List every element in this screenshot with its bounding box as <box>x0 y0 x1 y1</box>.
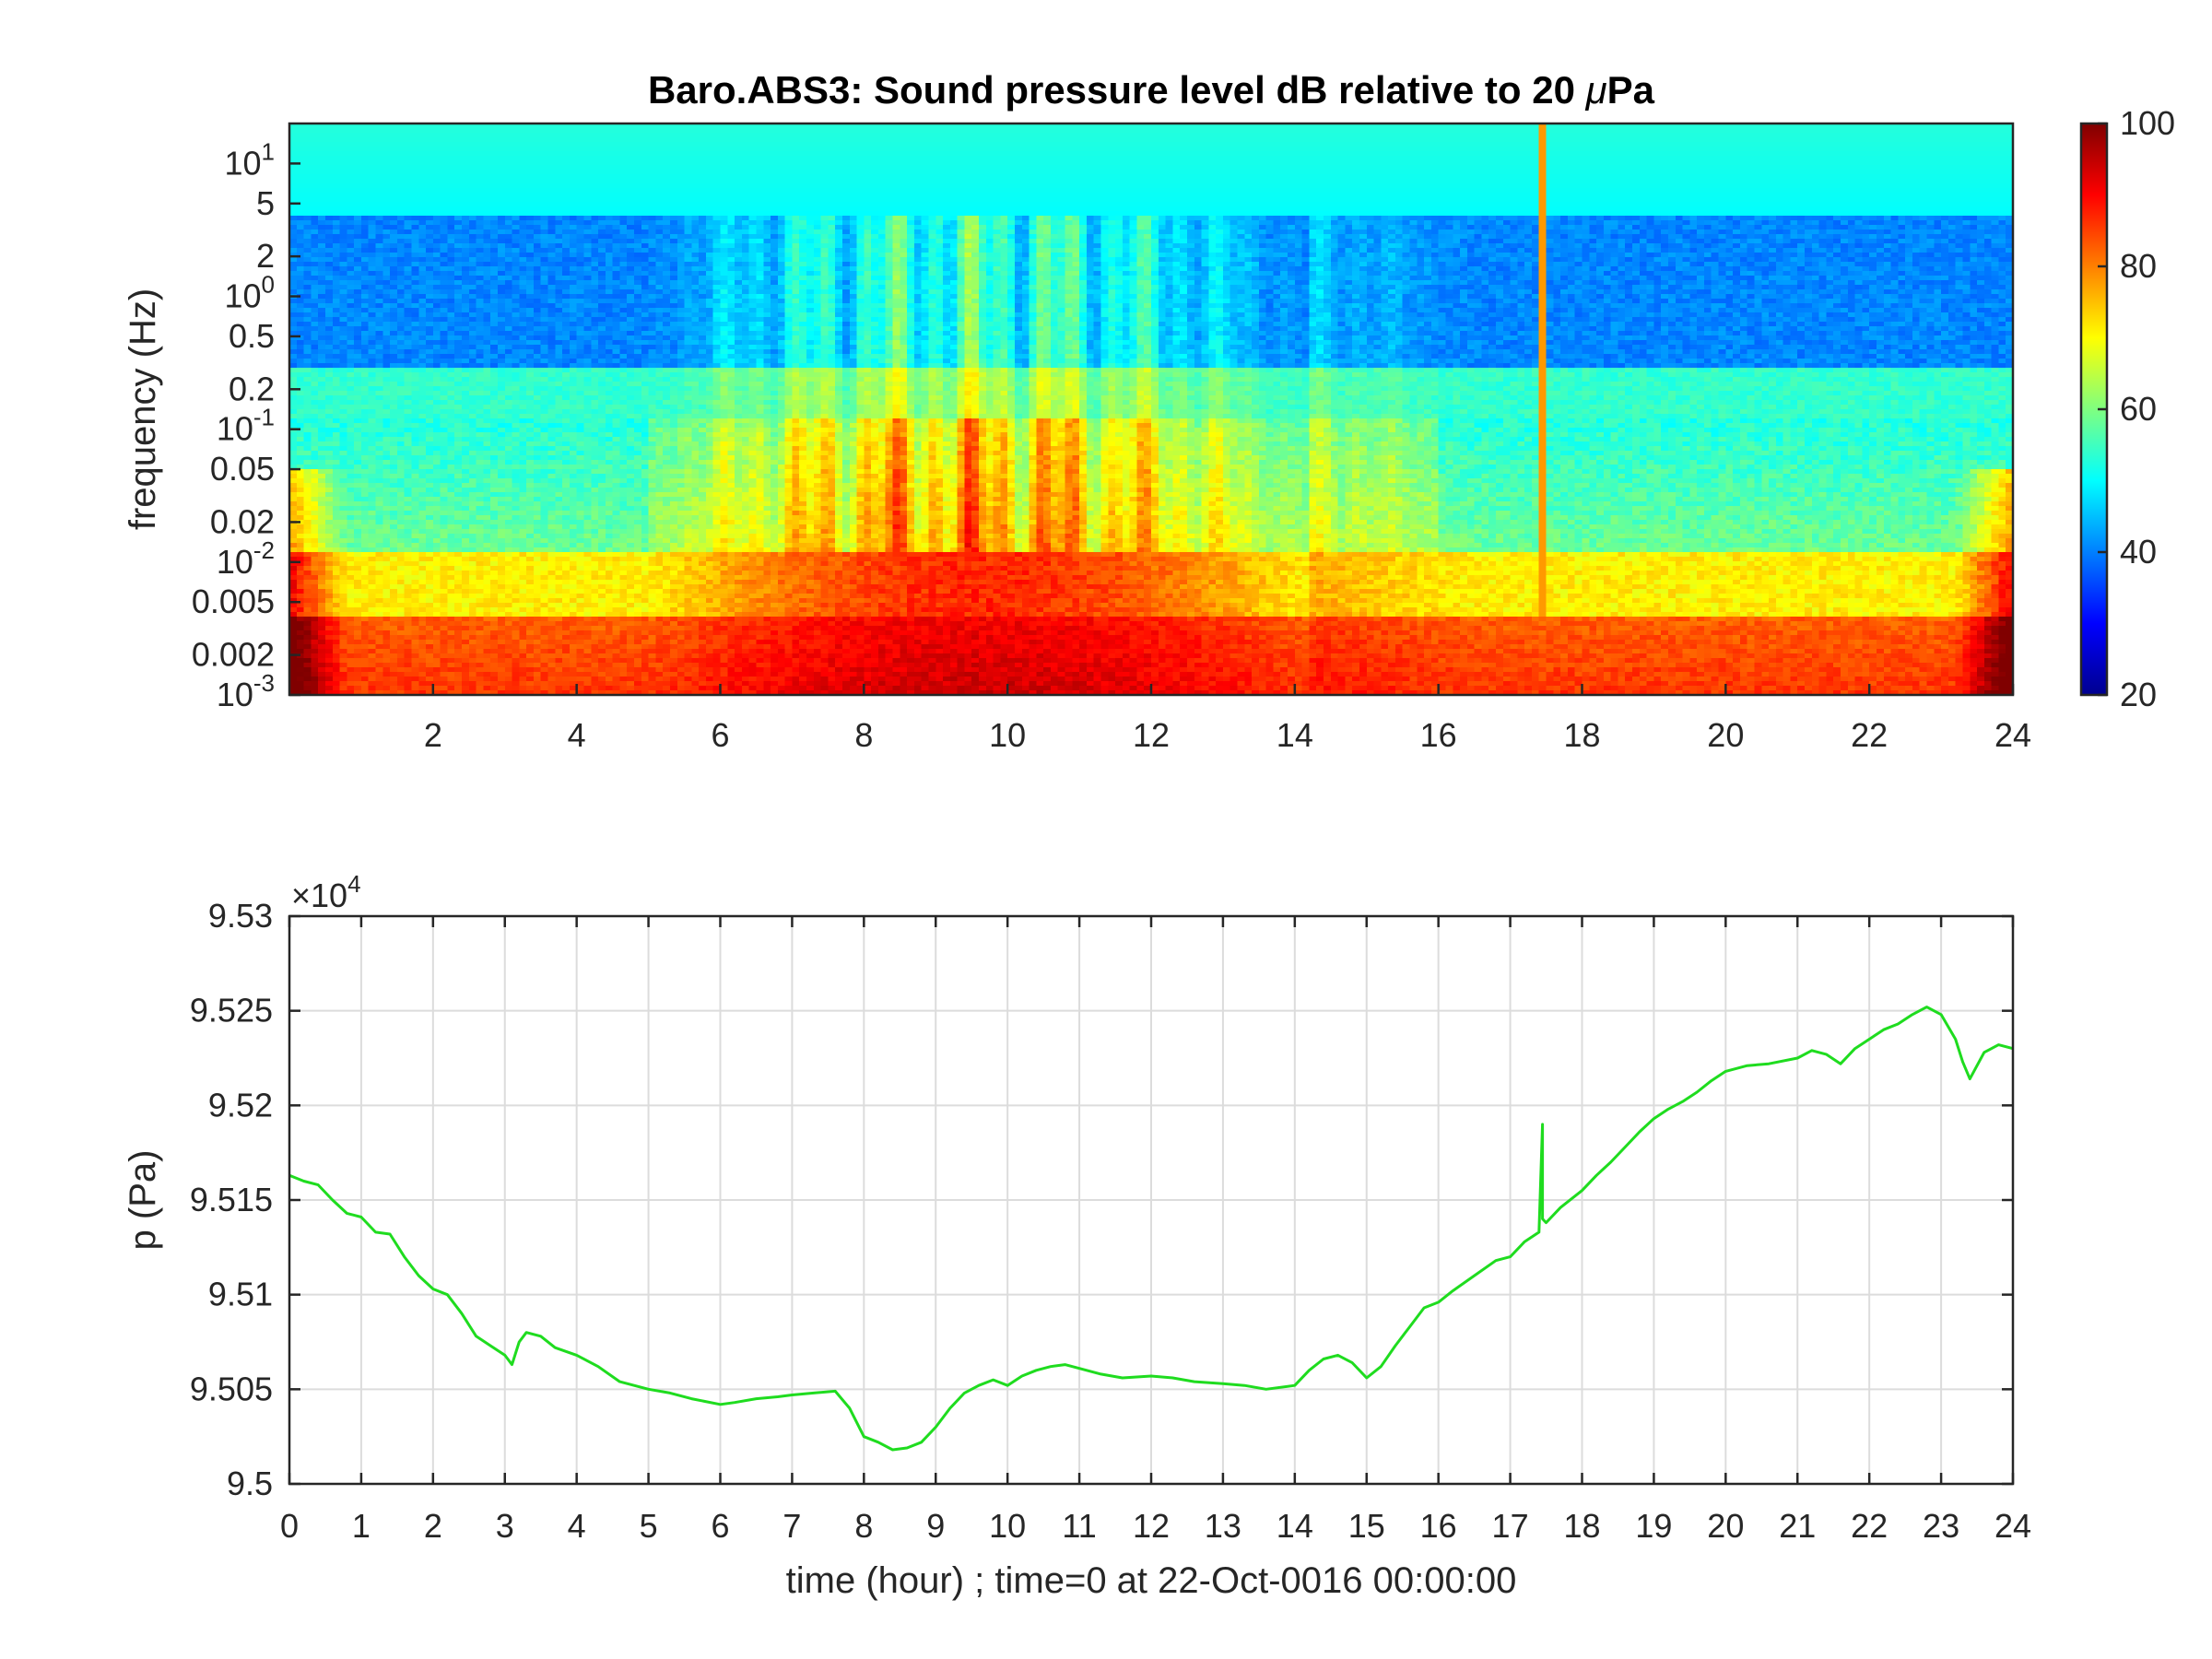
pressure-x-tick-label: 20 <box>1707 1507 1744 1545</box>
pressure-x-tick-label: 5 <box>640 1507 658 1545</box>
spectrogram-x-tick-label: 24 <box>1994 716 2031 754</box>
spectrogram-y-tick-label: 101 <box>224 137 275 182</box>
spectrogram-title-suffix: Pa <box>1607 68 1655 112</box>
pressure-x-tick-label: 10 <box>989 1507 1026 1545</box>
pressure-y-tick-label: 9.505 <box>190 1370 273 1407</box>
spectrogram-x-tick-label: 6 <box>711 716 729 754</box>
colorbar-tick-label: 20 <box>2120 676 2157 713</box>
pressure-x-tick-label: 23 <box>1923 1507 1959 1545</box>
tick-exponent: 0 <box>262 271 275 299</box>
pressure-y-tick-label: 9.53 <box>208 897 273 935</box>
tick-base: 10 <box>224 277 261 315</box>
pressure-x-tick-label: 12 <box>1133 1507 1170 1545</box>
pressure-x-tick-label: 21 <box>1779 1507 1816 1545</box>
spectrogram-x-tick-label: 14 <box>1277 716 1313 754</box>
spectrogram-y-tick-label: 10-1 <box>217 404 275 448</box>
pressure-x-tick-label: 2 <box>424 1507 442 1545</box>
pressure-y-tick-label: 9.525 <box>190 992 273 1030</box>
pressure-y-tick-label: 9.515 <box>190 1181 273 1218</box>
spectrogram-title-prefix: Baro.ABS3: Sound pressure level dB relat… <box>648 68 1586 112</box>
pressure-y-exponent: ×104 <box>291 870 361 914</box>
spectrogram-y-tick-label: 5 <box>256 184 275 222</box>
pressure-x-tick-label: 8 <box>854 1507 873 1545</box>
spectrogram-x-tick-label: 18 <box>1563 716 1600 754</box>
colorbar: 20 40 60 80 100 <box>2079 104 2175 713</box>
spectrogram-x-tick-label: 4 <box>568 716 586 754</box>
spectrogram-x-ticks: 2 4 6 8 10 12 14 16 18 20 22 24 <box>424 684 2031 754</box>
pressure-x-tick-label: 13 <box>1205 1507 1241 1545</box>
tick-exponent: -2 <box>253 536 275 564</box>
pressure-x-tick-label: 17 <box>1492 1507 1529 1545</box>
pressure-y-tick-label: 9.5 <box>227 1465 273 1502</box>
tick-exponent: -3 <box>253 669 275 697</box>
pressure-x-tick-label: 24 <box>1994 1507 2031 1545</box>
pressure-x-tick-label: 7 <box>782 1507 801 1545</box>
spectrogram-y-label: frequency (Hz) <box>123 288 163 530</box>
pressure-x-tick-label: 16 <box>1420 1507 1457 1545</box>
spectrogram-panel: Baro.ABS3: Sound pressure level dB relat… <box>123 68 2175 754</box>
colorbar-tick-label: 60 <box>2120 390 2157 428</box>
pressure-x-tick-label: 19 <box>1635 1507 1672 1545</box>
pressure-x-tick-label: 14 <box>1277 1507 1313 1545</box>
tick-base: 10 <box>224 144 261 182</box>
spectrogram-x-tick-label: 22 <box>1851 716 1888 754</box>
spectrogram-x-tick-label: 8 <box>854 716 873 754</box>
spectrogram-y-tick-label: 0.2 <box>229 370 275 407</box>
pressure-x-tick-label: 4 <box>568 1507 586 1545</box>
pressure-y-tick-label: 9.52 <box>208 1086 273 1124</box>
pressure-x-tick-label: 0 <box>280 1507 299 1545</box>
pressure-x-tick-label: 1 <box>352 1507 371 1545</box>
spectrogram-y-tick-label: 0.05 <box>210 450 275 488</box>
pressure-series-group <box>289 1006 2013 1452</box>
pressure-x-tick-label: 15 <box>1348 1507 1385 1545</box>
spectrogram-heatmap <box>289 124 2013 695</box>
pressure-y-tick-label: 9.51 <box>208 1276 273 1313</box>
pressure-x-tick-label: 6 <box>711 1507 729 1545</box>
colorbar-tick-label: 100 <box>2120 104 2175 142</box>
colorbar-tick-label: 80 <box>2120 247 2157 285</box>
spectrogram-y-tick-label: 100 <box>224 271 275 315</box>
pressure-y-exponent-base: ×10 <box>291 877 347 914</box>
spectrogram-title-mu: μ <box>1585 68 1607 112</box>
pressure-x-tick-label: 22 <box>1851 1507 1888 1545</box>
pressure-y-exponent-power: 4 <box>347 870 360 898</box>
spectrogram-x-tick-label: 16 <box>1420 716 1457 754</box>
spectrogram-y-tick-label: 0.02 <box>210 502 275 540</box>
spectrogram-title: Baro.ABS3: Sound pressure level dB relat… <box>648 68 1655 112</box>
tick-base: 10 <box>217 543 253 581</box>
pressure-panel: 0 1 2 3 4 5 6 7 8 9 10 11 12 13 14 15 16 17 18 19 20 21 22 23 24… <box>123 870 2031 1601</box>
tick-exponent: 1 <box>262 137 275 165</box>
pressure-y-ticks: 9.5 9.505 9.51 9.515 9.52 9.525 9.53 <box>190 897 2013 1502</box>
tick-exponent: -1 <box>253 404 275 431</box>
spectrogram-image <box>289 124 2013 695</box>
spectrogram-x-tick-label: 2 <box>424 716 442 754</box>
pressure-series-line <box>289 1006 2013 1452</box>
spectrogram-y-tick-label: 2 <box>256 237 275 275</box>
tick-base: 10 <box>217 676 253 713</box>
spectrogram-y-tick-label: 0.002 <box>192 636 275 674</box>
spectrogram-y-tick-label: 10-3 <box>217 669 275 713</box>
spectrogram-y-tick-label: 10-2 <box>217 536 275 581</box>
tick-base: 10 <box>217 410 253 448</box>
pressure-x-label: time (hour) ; time=0 at 22-Oct-0016 00:0… <box>786 1560 1517 1601</box>
pressure-x-tick-label: 18 <box>1563 1507 1600 1545</box>
colorbar-tick-label: 40 <box>2120 533 2157 571</box>
spectrogram-y-tick-label: 0.5 <box>229 317 275 355</box>
pressure-y-label: p (Pa) <box>123 1150 163 1251</box>
pressure-x-tick-label: 9 <box>926 1507 945 1545</box>
pressure-x-tick-label: 3 <box>496 1507 514 1545</box>
pressure-x-tick-label: 11 <box>1062 1507 1096 1545</box>
spectrogram-y-tick-label: 0.005 <box>192 582 275 620</box>
spectrogram-x-tick-label: 10 <box>989 716 1026 754</box>
colorbar-ticks: 20 40 60 80 100 <box>2098 104 2175 713</box>
pressure-x-ticks: 0 1 2 3 4 5 6 7 8 9 10 11 12 13 14 15 16 17 18 19 20 21 22 23 24 <box>280 916 2031 1545</box>
spectrogram-x-tick-label: 20 <box>1707 716 1744 754</box>
spectrogram-x-tick-label: 12 <box>1133 716 1170 754</box>
spectrogram-y-ticks: 101521000.50.210-10.050.0210-20.0050.002… <box>192 137 300 713</box>
